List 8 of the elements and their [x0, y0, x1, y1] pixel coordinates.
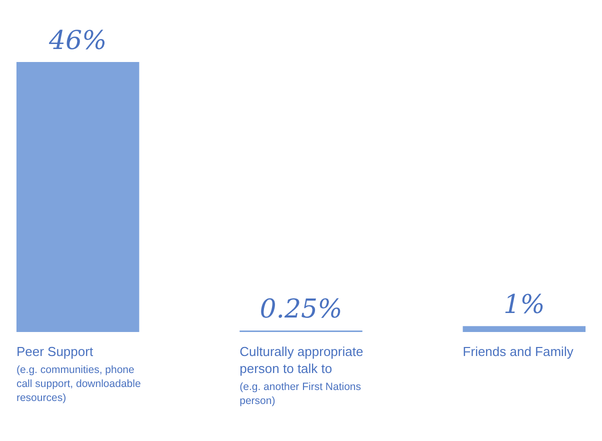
- x-tick-label: Culturally appropriate person to talk to: [240, 344, 364, 376]
- data-label: 0.25%: [260, 294, 342, 325]
- x-tick-label: Peer Support: [16, 344, 94, 359]
- data-label: 46%: [48, 26, 107, 56]
- text: (e.g. communities, phone call support, downloadable resources): [16, 364, 141, 404]
- text: (e.g. another First Nations person): [240, 381, 362, 407]
- x-tick-label: Friends and Family: [462, 344, 574, 359]
- data-label: 1%: [504, 290, 545, 320]
